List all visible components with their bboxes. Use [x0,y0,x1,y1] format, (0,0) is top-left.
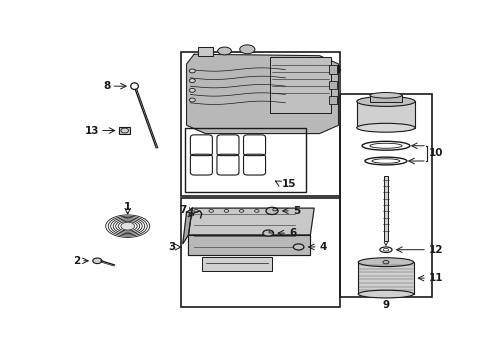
Ellipse shape [121,222,135,230]
Ellipse shape [189,98,196,102]
Text: 3: 3 [168,242,175,252]
Bar [270,57,331,113]
Polygon shape [187,54,339,134]
Text: 10: 10 [429,148,443,158]
Ellipse shape [383,261,389,264]
Polygon shape [189,235,310,255]
Text: 12: 12 [429,245,443,255]
Text: 5: 5 [293,206,300,216]
Bar [181,51,341,195]
Bar [358,262,414,294]
Ellipse shape [266,207,278,215]
Ellipse shape [189,79,196,82]
Text: 1: 1 [124,202,131,212]
Ellipse shape [189,69,196,73]
Text: 8: 8 [103,81,111,91]
Text: 13: 13 [85,126,99,135]
Ellipse shape [93,258,102,264]
Text: 6: 6 [289,228,296,238]
Ellipse shape [240,45,255,54]
Ellipse shape [294,244,304,250]
Polygon shape [183,208,192,244]
Ellipse shape [358,258,414,267]
Bar [185,128,306,192]
Ellipse shape [370,93,402,98]
Bar [370,95,402,102]
Text: 11: 11 [429,273,443,283]
Text: 4: 4 [319,242,327,252]
Bar [198,48,213,56]
Ellipse shape [218,47,231,55]
Bar [384,176,388,242]
Bar [202,257,272,271]
Ellipse shape [263,230,273,236]
Bar [341,94,432,297]
Ellipse shape [189,89,196,92]
Bar [329,66,337,74]
Ellipse shape [358,290,414,298]
Polygon shape [189,208,314,235]
Bar [120,127,130,134]
Text: 14: 14 [328,64,343,75]
Bar [329,96,337,104]
Bar [329,81,337,89]
Text: 2: 2 [73,256,80,266]
Ellipse shape [357,123,415,132]
Ellipse shape [357,96,415,107]
Text: 9: 9 [382,300,390,310]
Bar [181,198,341,306]
Bar [357,102,415,128]
Text: 15: 15 [282,179,296,189]
Text: 7: 7 [179,204,187,215]
